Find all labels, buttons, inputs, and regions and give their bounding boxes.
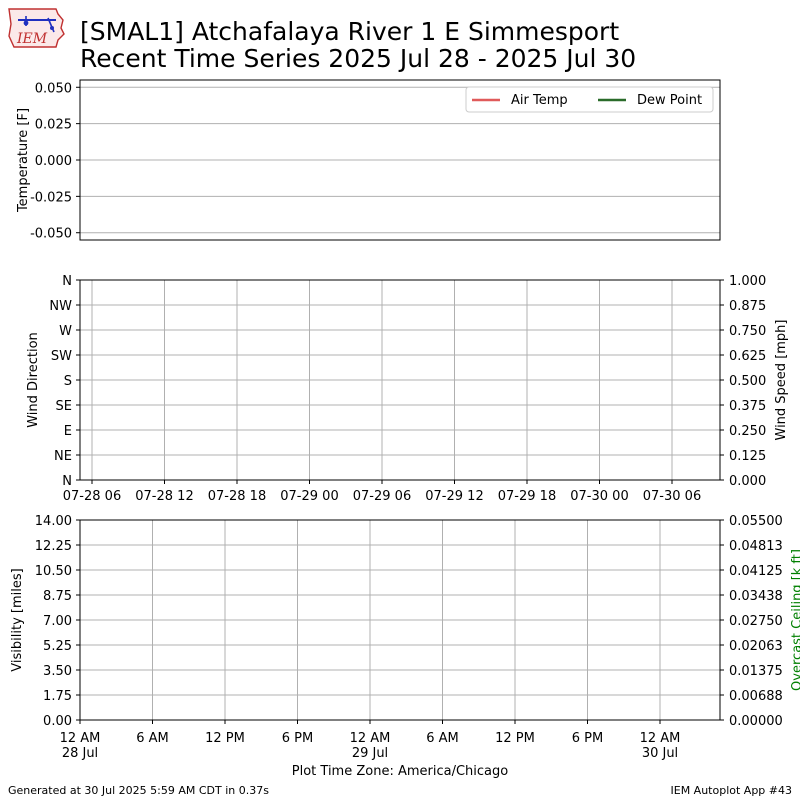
wind-speed-tick-label: 0.125 <box>729 449 766 464</box>
ceiling-tick-label: 0.02063 <box>729 639 783 654</box>
wind-direction-tick-label: NW <box>49 299 72 314</box>
wind-speed-tick-label: 0.750 <box>729 324 766 339</box>
visibility-tick-label: 0.00 <box>43 714 72 729</box>
wind-direction-tick-label: SW <box>51 349 72 364</box>
x-tick-label: 12 PM <box>495 731 535 746</box>
x-tick-date-label: 29 Jul <box>352 746 388 761</box>
x-tick-label: 07-30 00 <box>570 489 628 504</box>
x-tick-date-label: 30 Jul <box>642 746 678 761</box>
wind-speed-tick-label: 0.500 <box>729 374 766 389</box>
y-tick-label: 0.050 <box>35 81 72 96</box>
visibility-tick-label: 3.50 <box>43 664 72 679</box>
x-axis-label: Plot Time Zone: America/Chicago <box>292 764 508 779</box>
ceiling-tick-label: 0.00000 <box>729 714 783 729</box>
y-tick-label: -0.050 <box>30 227 72 242</box>
ceiling-axis-label: Overcast Ceiling [k ft] <box>790 549 800 691</box>
visibility-axis-label: Visibility [miles] <box>10 568 25 671</box>
plot-frame <box>79 79 721 241</box>
y-axis-label: Temperature [F] <box>16 108 31 213</box>
wind-speed-tick-label: 0.000 <box>729 474 766 489</box>
wind-speed-tick-label: 0.875 <box>729 299 766 314</box>
iem-logo: IEM <box>8 8 65 48</box>
visibility-tick-label: 12.25 <box>35 539 72 554</box>
x-tick-label: 6 PM <box>572 731 603 746</box>
x-tick-label: 12 AM <box>60 731 101 746</box>
visibility-tick-label: 14.00 <box>35 514 72 529</box>
legend-frame <box>465 86 714 113</box>
wind-direction-tick-label: SE <box>56 399 72 414</box>
visibility-tick-label: 10.50 <box>35 564 72 579</box>
x-tick-label: 07-28 18 <box>208 489 266 504</box>
plot-frame <box>79 279 721 481</box>
x-tick-label: 07-29 06 <box>353 489 411 504</box>
wind-direction-tick-label: W <box>59 324 72 339</box>
ceiling-tick-label: 0.00688 <box>729 689 783 704</box>
y-tick-label: -0.025 <box>30 190 72 205</box>
wind-direction-tick-label: NE <box>54 449 72 464</box>
visibility-tick-label: 5.25 <box>43 639 72 654</box>
x-tick-label: 07-30 06 <box>643 489 701 504</box>
x-tick-label: 07-28 12 <box>135 489 193 504</box>
wind-speed-tick-label: 0.375 <box>729 399 766 414</box>
ceiling-tick-label: 0.02750 <box>729 614 783 629</box>
y-tick-label: 0.025 <box>35 118 72 133</box>
wind-direction-tick-label: E <box>64 424 72 439</box>
plot-frame <box>79 519 721 721</box>
visibility-panel: 0.00 1.75 3.50 5.25 7.00 8.75 10.50 12.25 14.00 0… <box>10 514 800 779</box>
iem-logo-text: IEM <box>16 31 48 47</box>
temperature-panel: 0.050 0.025 0.000 -0.025 -0.050 Temperature [… <box>16 79 721 242</box>
wind-panel: N NE E SE S SW W NW N 0.000 0.125 0.250 0.375 0.500 0.… <box>26 274 789 504</box>
x-tick-label: 12 PM <box>205 731 245 746</box>
x-tick-label: 07-29 00 <box>280 489 338 504</box>
x-tick-date-label: 28 Jul <box>62 746 98 761</box>
x-tick-label: 12 AM <box>350 731 391 746</box>
wind-speed-tick-label: 0.625 <box>729 349 766 364</box>
wind-direction-tick-label: S <box>64 374 72 389</box>
chart-title-line-2: Recent Time Series 2025 Jul 28 - 2025 Ju… <box>80 44 637 73</box>
x-tick-label: 12 AM <box>640 731 681 746</box>
chart-title-line-1: [SMAL1] Atchafalaya River 1 E Simmesport <box>80 17 620 46</box>
wind-direction-tick-label: N <box>62 274 72 289</box>
ceiling-tick-label: 0.05500 <box>729 514 783 529</box>
x-tick-label: 6 AM <box>136 731 169 746</box>
x-tick-label: 07-28 06 <box>63 489 121 504</box>
ceiling-tick-label: 0.03438 <box>729 589 783 604</box>
wind-speed-tick-label: 0.250 <box>729 424 766 439</box>
wind-speed-tick-label: 1.000 <box>729 274 766 289</box>
generated-footer: Generated at 30 Jul 2025 5:59 AM CDT in … <box>8 784 269 797</box>
iowa-state-outline-icon <box>8 8 65 48</box>
ceiling-tick-label: 0.04813 <box>729 539 783 554</box>
legend: Air Temp Dew Point <box>465 86 714 113</box>
x-tick-label: 6 AM <box>426 731 459 746</box>
ceiling-tick-label: 0.04125 <box>729 564 783 579</box>
x-tick-label: 07-29 12 <box>425 489 483 504</box>
x-tick-label: 07-29 18 <box>498 489 556 504</box>
wind-speed-axis-label: Wind Speed [mph] <box>774 320 789 441</box>
ceiling-tick-label: 0.01375 <box>729 664 783 679</box>
x-tick-label: 6 PM <box>282 731 313 746</box>
app-footer: IEM Autoplot App #43 <box>670 784 793 797</box>
visibility-tick-label: 7.00 <box>43 614 72 629</box>
wind-direction-tick-label: N <box>62 474 72 489</box>
visibility-tick-label: 1.75 <box>43 689 72 704</box>
legend-label: Dew Point <box>637 93 702 108</box>
wind-direction-axis-label: Wind Direction <box>26 332 41 428</box>
legend-label: Air Temp <box>511 93 568 108</box>
visibility-tick-label: 8.75 <box>43 589 72 604</box>
y-tick-label: 0.000 <box>35 154 72 169</box>
